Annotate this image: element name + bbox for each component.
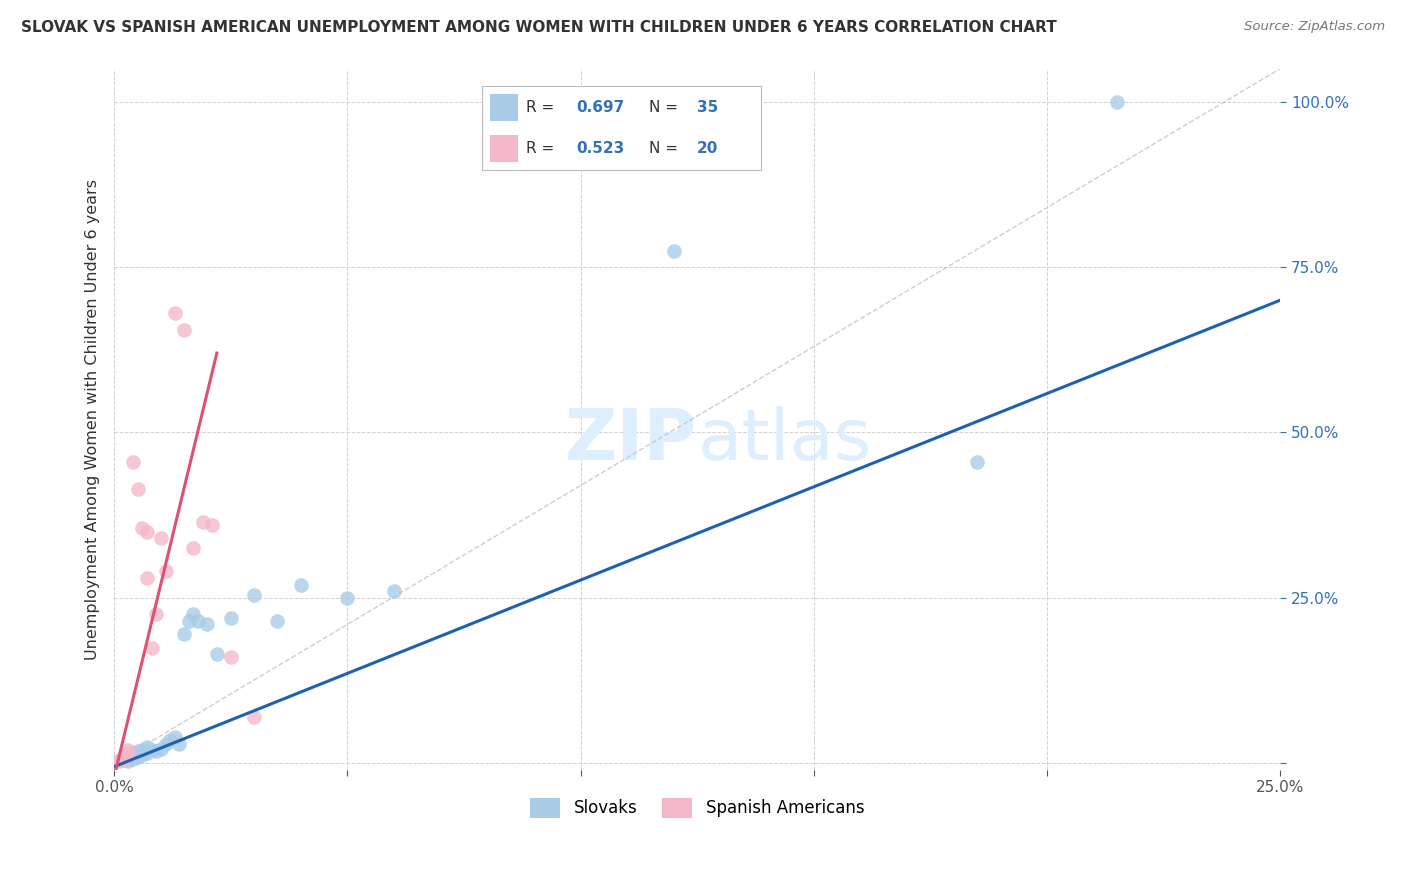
Point [112,752,135,766]
Point [117,754,139,768]
Point [183,607,205,622]
Point [183,541,205,556]
Point [117,748,139,763]
Point [966,455,988,469]
Point [173,323,195,337]
Text: SLOVAK VS SPANISH AMERICAN UNEMPLOYMENT AMONG WOMEN WITH CHILDREN UNDER 6 YEARS : SLOVAK VS SPANISH AMERICAN UNEMPLOYMENT … [21,20,1057,35]
Text: atlas: atlas [697,406,872,475]
Point [131,743,153,757]
Point [112,753,135,767]
Point [135,571,157,585]
Point [191,515,214,529]
Point [135,747,157,761]
Point [121,455,143,469]
Point [163,730,186,744]
Point [131,748,153,763]
Y-axis label: Unemployment Among Women with Children Under 6 years: Unemployment Among Women with Children U… [86,178,100,660]
Point [141,743,163,757]
Point [201,518,224,533]
Point [108,755,131,769]
Point [290,577,312,591]
Point [336,591,359,605]
Point [266,614,288,628]
Point [187,614,209,628]
Point [127,482,149,496]
Point [177,614,200,628]
Point [205,647,228,661]
Point [243,588,266,602]
Point [155,565,177,579]
Point [155,737,177,751]
Point [159,733,181,747]
Point [149,532,172,546]
Point [127,744,149,758]
Point [131,521,153,535]
Point [149,741,172,756]
Point [145,607,167,622]
Point [135,524,157,539]
Point [163,306,186,320]
Text: ZIP: ZIP [565,406,697,475]
Point [145,744,167,758]
Legend: Slovaks, Spanish Americans: Slovaks, Spanish Americans [523,791,870,825]
Point [219,611,242,625]
Point [382,584,405,599]
Text: Source: ZipAtlas.com: Source: ZipAtlas.com [1244,20,1385,33]
Point [117,747,139,761]
Point [108,753,131,767]
Point [219,650,242,665]
Point [141,640,163,655]
Point [127,749,149,764]
Point [169,737,191,751]
Point [1107,95,1129,109]
Point [662,244,685,258]
Point [121,752,143,766]
Point [112,751,135,765]
Point [121,747,143,761]
Point [197,617,219,632]
Point [243,710,266,724]
Point [173,627,195,641]
Point [135,739,157,754]
Point [117,743,139,757]
